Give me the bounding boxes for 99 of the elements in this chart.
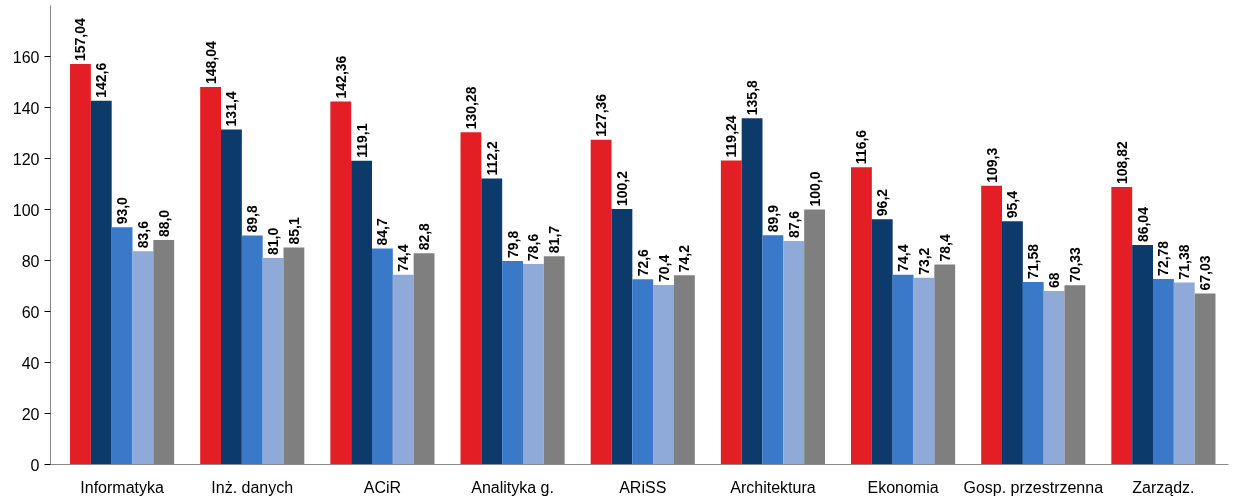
- data-label: 135,8: [744, 79, 761, 116]
- bar: [200, 87, 222, 465]
- bar: [741, 118, 763, 465]
- bar: [90, 100, 112, 465]
- x-tick-label: ACiR: [363, 478, 402, 496]
- bar: [913, 277, 935, 465]
- bar: [1153, 278, 1174, 465]
- y-tick-label: 60: [21, 303, 40, 321]
- y-tick-label: 120: [12, 150, 40, 168]
- data-label: 81,0: [265, 227, 282, 255]
- bar: [1132, 245, 1153, 465]
- y-tick-label: 160: [12, 48, 40, 66]
- x-tick-label: Ekonomia: [867, 478, 939, 496]
- bar: [262, 257, 284, 465]
- data-label: 79,8: [504, 230, 521, 259]
- bar: [70, 64, 91, 465]
- bar: [981, 185, 1003, 465]
- x-tick-label: ARiSS: [619, 478, 667, 496]
- x-tick-label: Inż. danych: [211, 478, 294, 496]
- data-label: 95,4: [1004, 190, 1021, 219]
- bar: [590, 139, 612, 465]
- bar: [392, 274, 414, 465]
- bar: [132, 251, 154, 465]
- bar: [241, 235, 263, 465]
- data-label: 74,4: [395, 244, 412, 272]
- data-label: 73,2: [915, 247, 932, 275]
- data-label: 78,4: [936, 234, 953, 262]
- data-label: 142,36: [332, 55, 349, 99]
- data-label: 148,04: [202, 40, 219, 84]
- bar: [632, 279, 654, 465]
- data-label: 68: [1046, 272, 1063, 289]
- data-label: 119,1: [353, 123, 370, 158]
- data-label: 109,3: [983, 147, 1000, 183]
- data-label: 72,6: [634, 248, 651, 277]
- data-label: 100,2: [613, 170, 630, 206]
- data-label: 74,4: [895, 244, 912, 272]
- bar: [762, 235, 784, 465]
- x-tick-label: Informatyka: [80, 478, 164, 496]
- x-tick-label: Architektura: [730, 478, 816, 496]
- data-label: 127,36: [593, 93, 610, 137]
- data-label: 84,7: [374, 218, 391, 246]
- bar: [1111, 187, 1133, 465]
- bar: [221, 129, 242, 465]
- bar: [1002, 221, 1023, 465]
- y-tick-label: 20: [21, 405, 40, 423]
- bar: [1043, 291, 1065, 465]
- data-label: 116,6: [853, 129, 870, 165]
- x-tick-label: Gosp. przestrzenna: [963, 478, 1104, 496]
- data-label: 112,2: [483, 140, 500, 176]
- y-tick-label: 80: [21, 252, 40, 270]
- x-tick-label: Analityka g.: [471, 478, 554, 496]
- data-label: 93,0: [114, 196, 131, 225]
- data-label: 142,6: [93, 62, 110, 98]
- data-label: 96,2: [874, 188, 891, 217]
- bar: [523, 264, 544, 465]
- data-label: 81,7: [546, 225, 563, 254]
- y-tick-label: 0: [30, 456, 40, 474]
- data-label: 71,58: [1025, 243, 1042, 279]
- data-label: 119,24: [723, 115, 740, 158]
- bar: [892, 274, 914, 465]
- data-label: 89,9: [764, 204, 781, 233]
- data-label: 82,8: [416, 222, 433, 251]
- y-tick-label: 40: [21, 354, 40, 372]
- bar: [783, 241, 805, 465]
- data-label: 100,0: [806, 171, 823, 207]
- data-label: 88,0: [155, 209, 172, 238]
- data-label: 71,38: [1176, 244, 1193, 280]
- bar: [1022, 281, 1044, 465]
- data-label: 72,78: [1155, 240, 1172, 276]
- data-label: 87,6: [785, 210, 802, 239]
- bar: [871, 219, 893, 465]
- bar: [611, 208, 633, 465]
- bar: [372, 248, 393, 465]
- data-label: 70,33: [1066, 246, 1083, 283]
- x-tick-label: Zarządz.: [1132, 478, 1195, 496]
- y-tick-label: 100: [12, 201, 40, 219]
- data-label: 78,6: [525, 233, 542, 262]
- y-tick-label: 140: [12, 99, 40, 117]
- data-label: 70,4: [655, 254, 672, 282]
- bar: [460, 132, 482, 465]
- data-label: 108,82: [1113, 140, 1130, 185]
- data-label: 74,2: [676, 244, 693, 273]
- bar: [851, 167, 872, 465]
- bar: [481, 178, 503, 465]
- data-label: 157,04: [72, 18, 89, 62]
- bar: [111, 227, 133, 465]
- data-label: 131,4: [223, 91, 240, 127]
- data-label: 89,8: [244, 205, 261, 233]
- data-label: 83,6: [134, 220, 151, 249]
- bar: [351, 160, 373, 465]
- bar: [1173, 282, 1195, 465]
- data-label: 86,04: [1134, 206, 1151, 243]
- bar: [502, 261, 523, 465]
- bar: [330, 101, 352, 465]
- bar: [720, 160, 742, 465]
- data-label: 130,28: [462, 86, 479, 130]
- data-label: 85,1: [285, 217, 302, 245]
- data-label: 67,03: [1197, 255, 1214, 291]
- bar: [653, 284, 674, 465]
